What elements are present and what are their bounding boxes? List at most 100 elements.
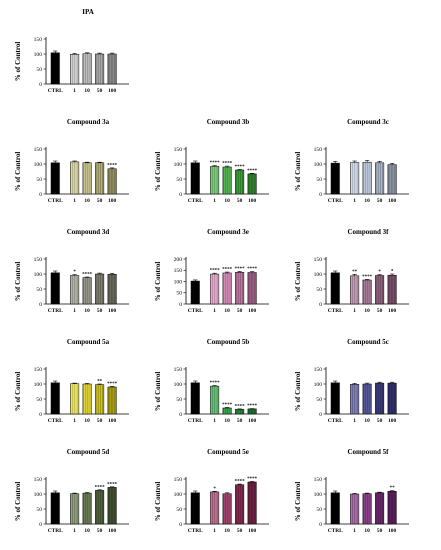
y-tick-label: 0 — [319, 522, 322, 528]
bar-1 — [210, 166, 220, 195]
y-tick-label: 50 — [176, 397, 182, 403]
bar-ctrl — [190, 162, 200, 195]
x-tick-label: 100 — [388, 418, 396, 424]
y-tick-label: 50 — [176, 291, 182, 297]
bar-100 — [107, 168, 117, 195]
x-tick-label: 1 — [353, 198, 356, 204]
x-tick-label: CTRL — [188, 418, 203, 424]
y-tick-label: 150 — [34, 367, 43, 373]
y-axis-label: % of Control — [14, 372, 22, 412]
significance-marker: **** — [82, 273, 93, 278]
x-tick-label: CTRL — [188, 528, 203, 534]
chart-title: Compound 3c — [347, 118, 389, 126]
bar-50 — [375, 162, 385, 195]
bar-10 — [82, 383, 92, 415]
significance-marker: * — [391, 270, 394, 275]
y-tick-label: 0 — [319, 302, 322, 308]
y-tick-label: 50 — [316, 507, 322, 513]
x-tick-label: 100 — [108, 528, 116, 534]
y-tick-label: 150 — [34, 477, 43, 483]
bar-1 — [70, 383, 80, 415]
significance-marker: **** — [235, 480, 246, 485]
y-tick-label: 0 — [39, 192, 42, 198]
chart-panel-10: Compound 5d % of Control 0 50 100 150 CTRL 1 10 *… — [14, 448, 129, 534]
bar-ctrl — [190, 382, 200, 415]
bar-50 — [95, 490, 105, 525]
bar-100 — [107, 274, 117, 305]
bar-1 — [210, 273, 220, 305]
significance-marker: **** — [107, 163, 118, 168]
chart-title: Compound 3f — [347, 228, 389, 236]
x-tick-label: 100 — [108, 418, 116, 424]
bar-ctrl — [330, 162, 340, 195]
significance-marker: **** — [210, 161, 221, 166]
y-tick-label: 50 — [176, 507, 182, 513]
x-tick-label: CTRL — [48, 418, 63, 424]
y-tick-label: 50 — [176, 177, 182, 183]
x-tick-label: 10 — [84, 528, 90, 534]
bar-10 — [362, 493, 372, 525]
bar-50 — [95, 53, 105, 85]
significance-marker: **** — [362, 275, 373, 280]
significance-marker: **** — [247, 404, 258, 409]
bar-ctrl — [50, 52, 60, 85]
significance-marker: ** — [390, 486, 396, 491]
y-tick-label: 50 — [316, 287, 322, 293]
x-tick-label: 50 — [97, 418, 103, 424]
y-tick-label: 100 — [34, 162, 43, 168]
bar-100 — [247, 272, 257, 305]
y-tick-label: 150 — [314, 477, 323, 483]
y-tick-label: 50 — [36, 177, 42, 183]
y-tick-label: 150 — [34, 37, 43, 43]
chart-title: Compound 5a — [67, 338, 110, 346]
y-tick-label: 150 — [314, 147, 323, 153]
y-tick-label: 0 — [39, 522, 42, 528]
significance-marker: **** — [107, 382, 118, 387]
significance-marker: * — [73, 270, 76, 275]
x-tick-label: 50 — [237, 198, 243, 204]
y-tick-label: 50 — [36, 67, 42, 73]
y-tick-label: 50 — [36, 507, 42, 513]
x-tick-label: 50 — [237, 308, 243, 314]
chart-panel-0: IPA % of Control 0 50 100 150 CTRL 1 10 50 100 — [14, 8, 129, 94]
bar-50 — [95, 162, 105, 195]
chart-panel-5: Compound 3e% of Control050100150200CTRL*… — [154, 228, 269, 314]
y-tick-label: 100 — [174, 162, 183, 168]
bar-10 — [82, 162, 92, 195]
x-tick-label: 1 — [73, 88, 76, 94]
chart-panel-7: Compound 5a % of Control 0 50 100 150 CTRL 1 10 *… — [14, 338, 129, 424]
x-tick-label: CTRL — [328, 198, 343, 204]
x-tick-label: 100 — [388, 308, 396, 314]
x-tick-label: 100 — [108, 198, 116, 204]
x-tick-label: CTRL — [328, 308, 343, 314]
chart-title: Compound 3d — [67, 228, 110, 236]
y-axis-label: % of Control — [154, 482, 162, 522]
x-tick-label: 10 — [364, 418, 370, 424]
bar-50 — [235, 272, 245, 305]
x-tick-label: CTRL — [48, 308, 63, 314]
x-tick-label: 10 — [364, 308, 370, 314]
bar-1 — [70, 161, 80, 195]
chart-title: Compound 5e — [207, 448, 249, 456]
x-tick-label: 10 — [364, 198, 370, 204]
bar-1 — [350, 493, 360, 525]
x-tick-label: 100 — [248, 198, 256, 204]
y-axis-label: % of Control — [154, 262, 162, 302]
chart-panel-9: Compound 5c % of Control 0 50 100 150 CTRL 1 10 5… — [294, 338, 409, 424]
x-tick-label: 100 — [108, 88, 116, 94]
x-tick-label: 50 — [97, 528, 103, 534]
x-tick-label: 1 — [73, 418, 76, 424]
chart-title: Compound 5f — [347, 448, 389, 456]
bar-10 — [82, 277, 92, 305]
x-tick-label: 1 — [353, 528, 356, 534]
y-axis-label: % of Control — [294, 372, 302, 412]
y-tick-label: 150 — [314, 257, 323, 263]
x-tick-label: 50 — [377, 308, 383, 314]
x-tick-label: 50 — [237, 528, 243, 534]
y-tick-label: 200 — [174, 257, 183, 263]
x-tick-label: CTRL — [48, 88, 63, 94]
y-tick-label: 0 — [39, 412, 42, 418]
significance-marker: **** — [222, 162, 233, 167]
significance-marker: **** — [235, 267, 246, 272]
